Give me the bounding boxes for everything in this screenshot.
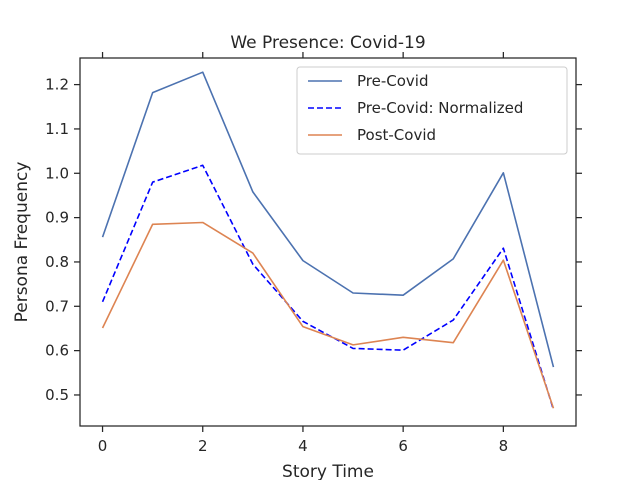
y-axis-label: Persona Frequency: [12, 162, 32, 323]
legend: Pre-Covid Pre-Covid: Normalized Post-Covid: [296, 66, 568, 155]
x-tick-label: 8: [499, 437, 509, 455]
y-tick-label: 0.6: [45, 342, 69, 360]
y-tick-label: 1.2: [45, 76, 69, 94]
legend-label-0: Pre-Covid: [357, 72, 428, 90]
x-tick-label: 4: [298, 437, 308, 455]
y-tick-label: 1.1: [45, 120, 69, 138]
legend-box: [296, 66, 568, 155]
plot-frame: [79, 57, 577, 427]
y-tick-label: 0.8: [45, 253, 69, 271]
y-tick-label: 0.7: [45, 297, 69, 315]
series-line-1: [101, 164, 555, 410]
x-tick-label: 6: [398, 437, 408, 455]
y-tick-label: 0.5: [45, 386, 69, 404]
series-line-2: [101, 221, 555, 409]
y-tick-label: 1.0: [45, 164, 69, 182]
y-tick-label: 0.9: [45, 209, 69, 227]
legend-label-1: Pre-Covid: Normalized: [357, 99, 523, 117]
chart-title: We Presence: Covid-19: [230, 33, 425, 53]
legend-label-2: Post-Covid: [357, 126, 436, 144]
x-tick-label: 2: [198, 437, 208, 455]
series-line-0: [101, 71, 555, 368]
x-axis-label: Story Time: [282, 462, 374, 480]
x-tick-label: 0: [98, 437, 108, 455]
